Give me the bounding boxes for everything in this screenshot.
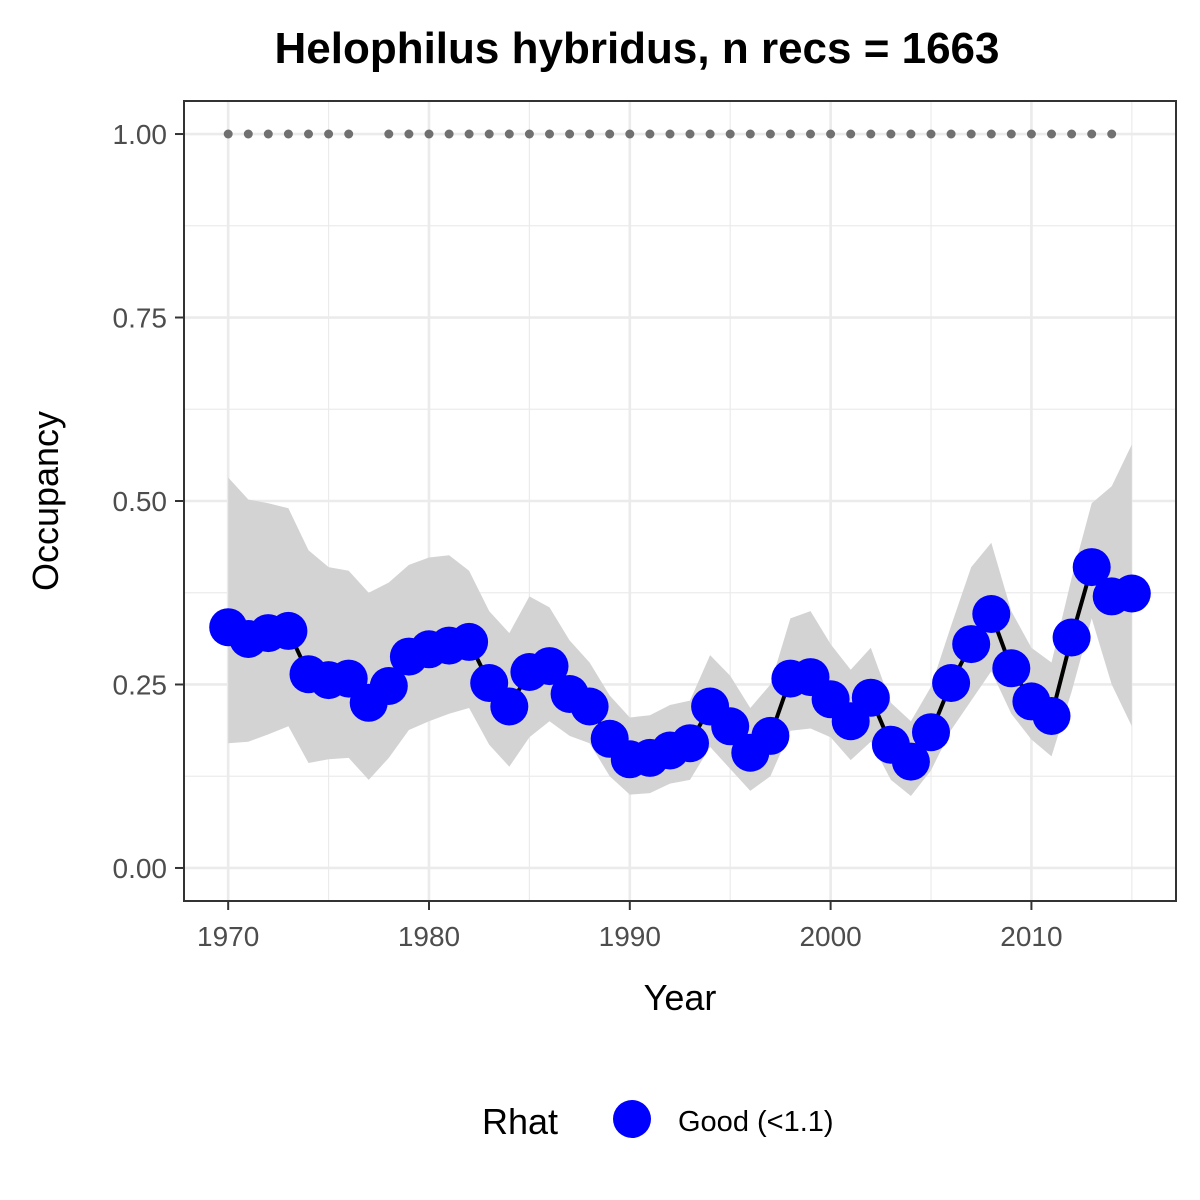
x-tick-label: 2000 xyxy=(799,921,861,952)
record-year-dot xyxy=(585,129,595,139)
occupancy-point xyxy=(1032,697,1071,735)
record-year-dot xyxy=(223,129,233,139)
record-year-dot xyxy=(1047,129,1056,139)
occupancy-point xyxy=(671,724,709,763)
record-year-dot xyxy=(866,129,876,139)
legend-label-good: Good (<1.1) xyxy=(678,1106,834,1138)
occupancy-point xyxy=(490,687,529,726)
x-tick-label: 2010 xyxy=(1000,921,1062,952)
occupancy-point xyxy=(952,625,991,664)
credible-interval-ribbon xyxy=(228,444,1132,796)
credible-interval-ribbon-group xyxy=(228,444,1132,796)
occupancy-point xyxy=(891,742,930,781)
x-axis-title: Year xyxy=(644,977,717,1018)
occupancy-point xyxy=(1072,548,1111,587)
occupancy-point xyxy=(932,664,971,702)
record-year-dot xyxy=(1087,129,1097,139)
record-year-dot xyxy=(524,129,534,139)
occupancy-point xyxy=(912,713,950,752)
record-year-dot xyxy=(645,129,655,139)
record-year-dot xyxy=(324,129,334,139)
occupancy-point xyxy=(450,622,489,661)
record-year-dot xyxy=(263,129,273,139)
record-year-dot xyxy=(886,129,896,139)
record-year-dot xyxy=(745,129,755,139)
legend: Rhat Good (<1.1) xyxy=(482,1100,834,1142)
record-year-dot xyxy=(685,129,695,139)
record-year-dot xyxy=(826,129,836,139)
y-tick-label: 0.50 xyxy=(113,486,168,517)
record-year-dot xyxy=(785,129,795,139)
record-year-dot xyxy=(464,129,474,139)
occupancy-point xyxy=(530,647,569,686)
record-year-dot xyxy=(665,129,675,139)
record-year-dot xyxy=(1107,129,1117,139)
record-year-dot xyxy=(765,129,775,139)
y-axis-title: Occupancy xyxy=(25,411,66,591)
occupancy-point xyxy=(711,707,750,746)
occupancy-point xyxy=(369,667,408,705)
record-year-dots-group xyxy=(223,129,1117,139)
record-year-dot xyxy=(283,129,293,139)
y-tick-label: 0.75 xyxy=(113,303,168,334)
y-axis: 0.00 0.25 0.50 0.75 1.00 xyxy=(113,119,184,884)
occupancy-point xyxy=(1052,618,1091,657)
record-year-dot xyxy=(1006,129,1016,139)
x-tick-label: 1970 xyxy=(197,921,259,952)
occupancy-points-group xyxy=(209,548,1151,781)
record-year-dot xyxy=(484,129,494,139)
occupancy-point xyxy=(570,687,609,726)
record-year-dot xyxy=(946,129,956,139)
occupancy-point xyxy=(1112,574,1151,613)
record-year-dot xyxy=(966,129,976,139)
occupancy-point xyxy=(269,611,308,650)
legend-key-good xyxy=(613,1100,651,1138)
occupancy-point xyxy=(972,595,1011,633)
record-year-dot xyxy=(504,129,514,139)
record-year-dot xyxy=(424,129,434,139)
record-year-dot xyxy=(605,129,615,139)
occupancy-point xyxy=(992,649,1031,688)
record-year-dot xyxy=(243,129,253,139)
record-year-dot xyxy=(625,129,635,139)
record-year-dot xyxy=(1067,129,1077,139)
record-year-dot xyxy=(404,129,414,139)
record-year-dot xyxy=(725,129,735,139)
x-tick-label: 1990 xyxy=(599,921,661,952)
y-tick-label: 1.00 xyxy=(113,119,168,150)
x-tick-label: 1980 xyxy=(398,921,460,952)
occupancy-point xyxy=(851,678,890,717)
y-tick-label: 0.00 xyxy=(113,853,168,884)
occupancy-point xyxy=(751,716,790,755)
record-year-dot xyxy=(565,129,575,139)
record-year-dot xyxy=(906,129,916,139)
x-axis: 1970 1980 1990 2000 2010 xyxy=(197,901,1063,952)
record-year-dot xyxy=(1026,129,1036,139)
record-year-dot xyxy=(806,129,815,139)
record-year-dot xyxy=(846,129,856,139)
record-year-dot xyxy=(926,129,936,139)
record-year-dot xyxy=(384,129,394,139)
record-year-dot xyxy=(705,129,715,139)
legend-title: Rhat xyxy=(482,1101,558,1142)
record-year-dot xyxy=(444,129,454,139)
record-year-dot xyxy=(545,129,554,139)
chart-title: Helophilus hybridus, n recs = 1663 xyxy=(274,24,999,73)
record-year-dot xyxy=(344,129,354,139)
y-tick-label: 0.25 xyxy=(113,669,168,700)
record-year-dot xyxy=(986,129,996,139)
record-year-dot xyxy=(304,129,313,139)
